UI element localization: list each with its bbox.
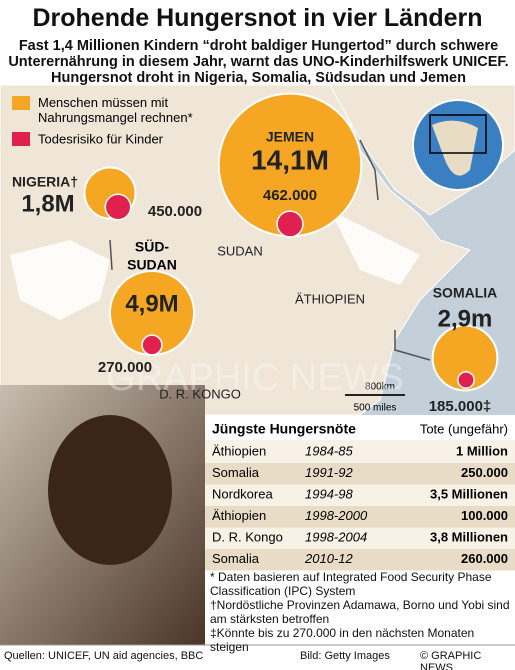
scale-label: 800km	[365, 382, 395, 393]
cell-years: 1998-2004	[305, 529, 367, 544]
map-label: SUDAN	[217, 243, 263, 258]
cell-country: Somalia	[212, 551, 260, 566]
cell-years: 1994-98	[305, 486, 353, 501]
watermark: GRAPHIC NEWS	[106, 357, 404, 399]
cell-deaths: 3,5 Millionen	[430, 486, 508, 501]
cell-deaths: 1 Million	[456, 443, 508, 458]
cell-deaths: 100.000	[461, 508, 508, 523]
copyright: © GRAPHIC NEWS	[420, 650, 482, 670]
credit: Bild: Getty Images	[300, 650, 390, 662]
highlighted-land	[10, 210, 420, 320]
cell-deaths: 250.000	[461, 465, 508, 480]
risk-bubble	[276, 210, 304, 238]
risk-label: 185.000‡	[429, 398, 492, 415]
risk-bubble	[104, 193, 132, 221]
note: ‡Könnte bis zu 270.000 in den nächsten M…	[210, 626, 475, 654]
legend-swatch	[12, 96, 30, 110]
cell-country: Äthiopien	[212, 508, 266, 523]
note: * Daten basieren auf Integrated Food Sec…	[210, 570, 492, 598]
map-label: ÄTHIOPIEN	[295, 291, 365, 306]
risk-bubble	[457, 371, 475, 389]
need-bubble	[431, 324, 499, 392]
need-label: 2,9m	[438, 305, 493, 332]
country-name: SUDAN	[127, 257, 177, 273]
risk-label: 450.000	[148, 203, 202, 220]
note: †Nordöstliche Provinzen Adamawa, Borno u…	[210, 598, 510, 626]
cell-deaths: 260.000	[461, 551, 508, 566]
legend-item: Menschen müssen mit Nahrungsmangel rechn…	[38, 95, 193, 125]
cell-country: Äthiopien	[212, 443, 266, 458]
table-stripe	[205, 506, 515, 528]
risk-label: 462.000	[263, 187, 317, 204]
need-label: 4,9M	[125, 290, 178, 317]
globe-frame	[429, 114, 487, 154]
cell-years: 2010-12	[304, 551, 353, 566]
table-stripe	[205, 549, 515, 571]
cell-years: 1991-92	[305, 465, 353, 480]
leader-lines	[109, 139, 431, 361]
legend-swatch	[12, 132, 30, 146]
photo-face	[48, 415, 172, 565]
cell-country: D. R. Kongo	[212, 529, 283, 544]
country-name: SOMALIA	[433, 285, 498, 301]
country-name: JEMEN	[266, 129, 314, 145]
legend-item: Todesrisiko für Kinder	[38, 131, 164, 146]
country-name: SÜD-	[135, 239, 170, 255]
country-name: NIGERIA†	[12, 174, 78, 190]
subtitle: Fast 1,4 Millionen Kindern “droht baldig…	[8, 38, 509, 86]
globe-land	[432, 120, 478, 176]
need-label: 14,1M	[251, 144, 329, 175]
need-label: 1,8M	[21, 190, 74, 217]
risk-bubble	[141, 334, 163, 356]
risk-label: 270.000	[98, 359, 152, 376]
map-label: D. R. KONGO	[159, 386, 241, 401]
table-stripe	[205, 463, 515, 485]
title: Drohende Hungersnot in vier Ländern	[32, 4, 483, 32]
table-bg	[205, 440, 515, 566]
notes: * Daten basieren auf Integrated Food Sec…	[210, 570, 510, 654]
cell-country: Somalia	[212, 465, 260, 480]
cell-country: Nordkorea	[212, 486, 273, 501]
cell-deaths: 3,8 Millionen	[430, 529, 508, 544]
scale-label: 500 miles	[354, 403, 397, 414]
table-title: Jüngste Hungersnöte	[212, 421, 356, 437]
sources: Quellen: UNICEF, UN aid agencies, BBC	[4, 650, 204, 662]
table-column: Tote (ungefähr)	[420, 421, 508, 436]
cell-years: 1998-2000	[305, 508, 368, 523]
cell-years: 1984-85	[305, 443, 353, 458]
